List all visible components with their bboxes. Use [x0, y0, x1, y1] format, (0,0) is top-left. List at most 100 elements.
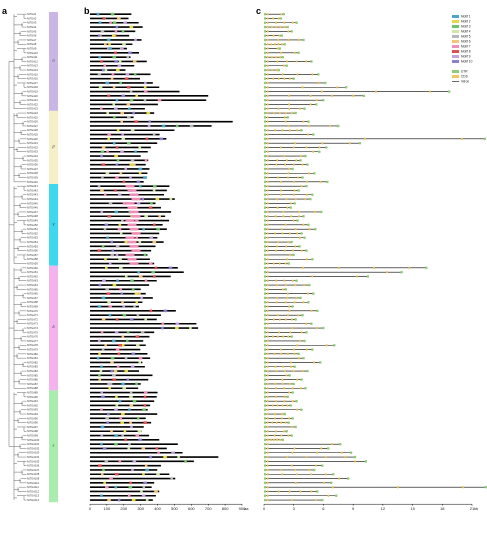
utr-box	[318, 150, 321, 153]
motif-box	[148, 206, 153, 209]
cds-box	[296, 408, 298, 411]
motif-box	[123, 429, 127, 433]
utr-box	[298, 245, 301, 248]
motif-box	[119, 266, 123, 270]
cds-box	[266, 391, 269, 394]
gene-name: NtTGA19	[27, 89, 38, 93]
cds-box	[286, 258, 289, 261]
cds-box	[321, 141, 324, 145]
cds-box	[288, 417, 290, 420]
cds-box	[266, 215, 269, 218]
legend-label: Motif 10	[461, 60, 473, 64]
motif-box	[128, 51, 132, 55]
panel-label-a: a	[2, 6, 8, 16]
utr-box	[264, 86, 266, 89]
cds-box	[291, 387, 294, 390]
cds-box	[272, 77, 275, 80]
cds-box	[287, 172, 290, 175]
gene-name: NtTGA90	[27, 395, 38, 399]
motif-box	[111, 73, 115, 76]
motif-box	[101, 296, 106, 300]
motif-box	[103, 227, 107, 231]
utr-box	[332, 473, 335, 476]
cds-box	[295, 473, 298, 476]
motif-box	[117, 227, 122, 231]
legend-swatch	[452, 40, 459, 43]
motif-box	[144, 279, 148, 283]
gene-name: NtTGA69	[27, 304, 38, 308]
motif-box	[122, 386, 127, 390]
motif-box	[145, 468, 149, 472]
gene-name: NtTGA75	[27, 330, 38, 334]
motif-box	[127, 189, 137, 192]
axis-unit: kb	[474, 506, 479, 511]
motif-box	[113, 369, 118, 373]
motif-box	[106, 111, 109, 115]
motif-box	[118, 257, 122, 261]
utr-box	[264, 339, 266, 343]
cds-box	[298, 38, 300, 42]
motif-box	[129, 421, 132, 424]
gene-name: NtTGA27	[27, 124, 38, 128]
motif-box	[132, 399, 137, 403]
utr-box	[264, 464, 266, 467]
utr-box	[264, 460, 266, 463]
cds-box	[266, 129, 269, 132]
cds-box	[266, 477, 269, 480]
axis-tick-label: 6	[322, 506, 325, 511]
cds-box	[275, 369, 278, 373]
cds-box	[295, 481, 297, 485]
cds-box	[280, 348, 282, 351]
motif-box	[116, 68, 120, 72]
motif-box	[101, 318, 106, 321]
cds-box	[266, 98, 269, 102]
utr-box	[316, 309, 319, 313]
cds-box	[266, 30, 269, 33]
motif-box	[130, 365, 135, 369]
cds-box	[266, 460, 269, 463]
utr-box	[264, 120, 266, 123]
gene-name: NtTGA37	[27, 167, 38, 171]
cds-box	[279, 25, 282, 29]
gene-name: NtTGA93	[27, 408, 38, 412]
cds-box	[266, 86, 269, 89]
motif-box	[143, 98, 147, 102]
cds-box	[266, 451, 269, 454]
cds-box	[266, 210, 269, 214]
gene-name: NtTGA6	[27, 34, 37, 38]
cds-box	[279, 318, 281, 321]
motif-box	[143, 253, 147, 257]
cds-box	[266, 17, 269, 20]
legend-label: Motif 1	[461, 15, 471, 19]
cds-box	[266, 270, 269, 274]
utr-box	[264, 417, 266, 420]
motif-box	[108, 202, 113, 205]
motif-box	[130, 128, 135, 132]
utr-box	[264, 292, 266, 295]
utr-box	[264, 193, 266, 196]
utr-box	[286, 25, 289, 29]
utr-box	[264, 270, 266, 274]
utr-box	[264, 494, 266, 497]
axis-tick-label: 15	[410, 506, 415, 511]
cds-box	[274, 129, 276, 132]
motif-box	[120, 292, 124, 295]
cds-box	[266, 94, 269, 98]
cds-box	[292, 219, 295, 222]
motif-box	[108, 313, 112, 317]
cds-box	[279, 438, 282, 442]
motif-box	[104, 257, 107, 261]
clade-bar	[49, 110, 58, 184]
cds-box	[307, 133, 309, 136]
cds-box	[266, 180, 269, 184]
motif-box	[142, 408, 146, 412]
motif-box	[101, 68, 105, 72]
cds-box	[316, 451, 318, 454]
cds-box	[283, 25, 286, 29]
cds-box	[266, 408, 269, 411]
motif-box	[105, 171, 110, 175]
motif-box	[124, 240, 129, 244]
clade-bar	[49, 265, 58, 391]
motif-box	[111, 249, 115, 252]
motif-box	[114, 51, 117, 55]
